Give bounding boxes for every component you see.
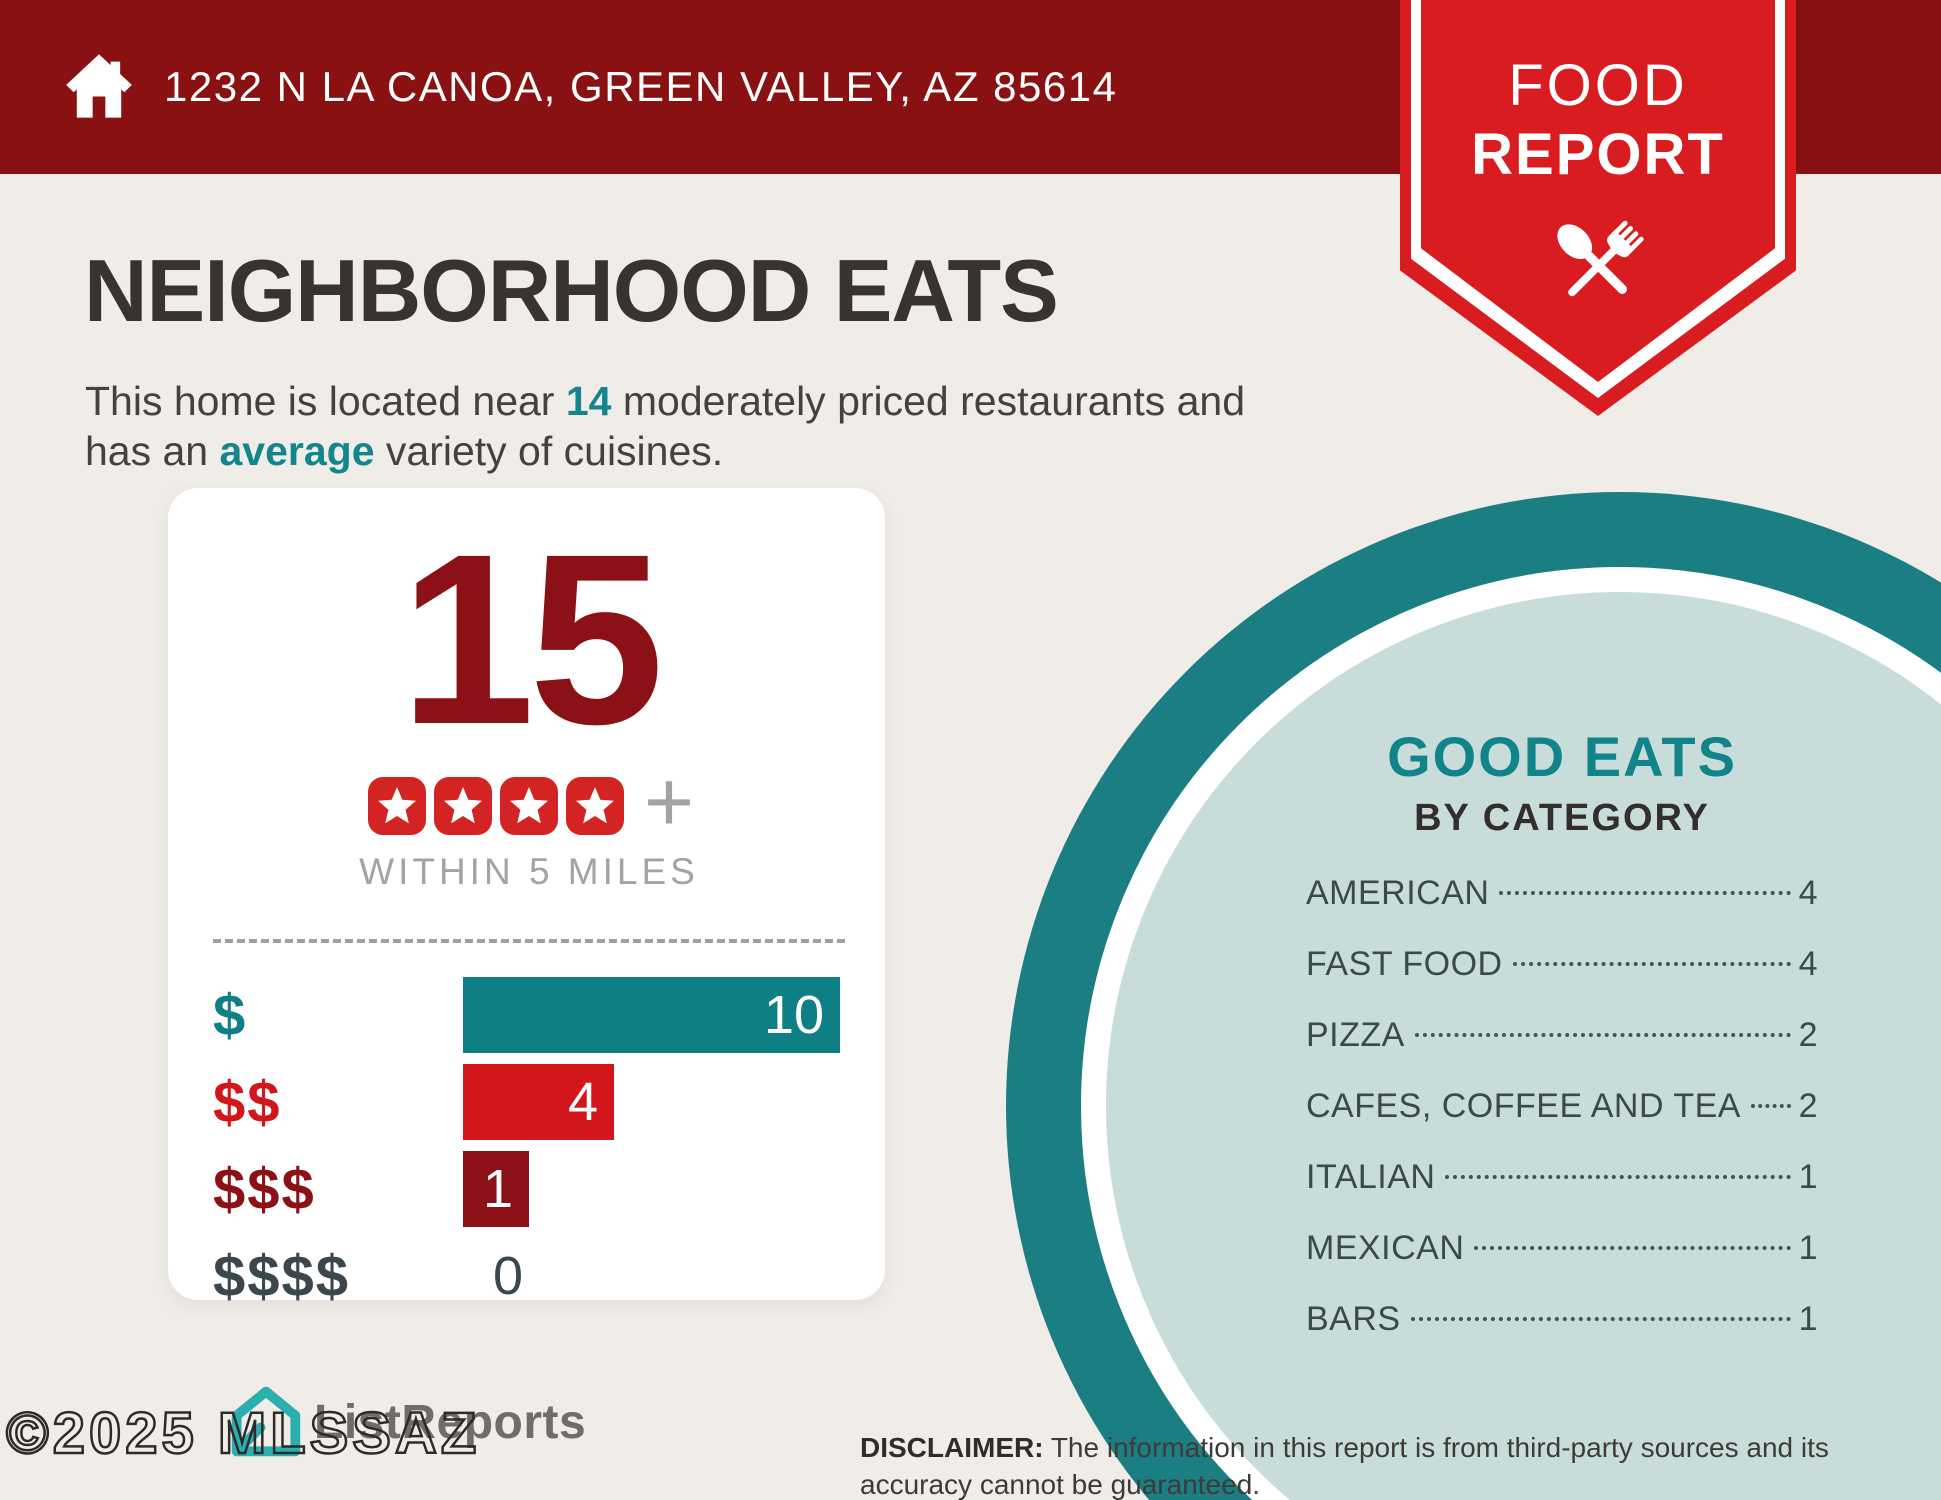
price-tier-bar: 4 [463, 1064, 614, 1140]
listreports-logo: ListReports [228, 1384, 586, 1460]
price-tier-bar: 1 [463, 1151, 529, 1227]
dotted-leader [1445, 1175, 1791, 1179]
price-tier-label: $$ [213, 1069, 282, 1135]
radius-caption: WITHIN 5 MILES [359, 851, 699, 892]
category-value: 1 [1798, 1229, 1818, 1267]
category-label: CAFES, COFFEE AND TEA [1306, 1087, 1741, 1125]
category-label: ITALIAN [1306, 1158, 1436, 1196]
category-row: FAST FOOD 4 [1306, 945, 1818, 1016]
dotted-leader [1474, 1246, 1791, 1250]
category-label: FAST FOOD [1306, 945, 1503, 983]
dotted-leader [1414, 1033, 1791, 1037]
dotted-leader [1750, 1104, 1791, 1108]
price-tier-row: $$$$ 0 [213, 1238, 845, 1314]
dotted-leader [1499, 891, 1791, 895]
category-label: MEXICAN [1306, 1229, 1465, 1267]
restaurant-count-highlight: 14 [565, 378, 612, 424]
category-label: AMERICAN [1306, 874, 1490, 912]
category-value: 1 [1798, 1300, 1818, 1338]
price-tier-row: $10 [213, 977, 845, 1053]
good-eats-title: GOOD EATS [1387, 725, 1737, 788]
star-icons [364, 776, 628, 836]
dotted-leader [1410, 1317, 1791, 1321]
page-title: NEIGHBORHOOD EATS [84, 241, 1059, 340]
price-tier-value: 0 [493, 1246, 524, 1306]
category-row: AMERICAN 4 [1306, 874, 1818, 945]
food-report-ribbon: FOOD REPORT [1400, 0, 1796, 416]
disclaimer-text: The information in this report is from t… [860, 1432, 1829, 1500]
home-icon [66, 54, 132, 118]
category-value: 1 [1798, 1158, 1818, 1196]
price-tier-row: $$ 4 [213, 1064, 845, 1140]
subtitle-text: moderately priced restaurants and [611, 378, 1246, 424]
category-value: 4 [1798, 945, 1818, 983]
ribbon-title-report: REPORT [1471, 122, 1725, 187]
star-icon [433, 777, 492, 835]
property-address: 1232 N LA CANOA, GREEN VALLEY, AZ 85614 [164, 63, 1118, 110]
price-tier-label: $$$$ [213, 1243, 351, 1309]
disclaimer-label: DISCLAIMER: [860, 1432, 1044, 1463]
star-icon [565, 777, 624, 835]
restaurant-summary-card: 15 + WITHIN 5 MILES $10 $$ 4 $$$ 1 $$$$ 0 [168, 488, 885, 1309]
price-tier-value: 1 [482, 1159, 513, 1219]
subtitle-text: variety of cuisines. [374, 428, 724, 475]
category-value: 4 [1798, 874, 1818, 912]
good-eats-circle: GOOD EATS BY CATEGORY AMERICAN 4 FAST FOOD… [1081, 567, 1941, 1500]
category-value: 2 [1798, 1087, 1818, 1125]
category-label: BARS [1306, 1300, 1401, 1338]
category-row: CAFES, COFFEE AND TEA 2 [1306, 1087, 1818, 1158]
mls-watermark: ©2025 MLSSAZ [5, 1400, 481, 1468]
price-tier-label: $ [213, 982, 248, 1048]
listreports-wordmark: ListReports [314, 1395, 587, 1449]
restaurant-count: 15 [399, 504, 664, 775]
star-icon [367, 777, 426, 835]
disclaimer: DISCLAIMER: The information in this repo… [860, 1430, 1870, 1500]
subtitle-text: This home is located near [85, 378, 566, 424]
dotted-leader [1512, 962, 1791, 966]
price-tier-row: $$$ 1 [213, 1151, 845, 1227]
price-tier-value: 10 [763, 985, 824, 1045]
listreports-house-icon [231, 1386, 301, 1457]
variety-highlight: average [219, 428, 375, 475]
page-subtitle: This home is located near 14 moderately … [85, 376, 1245, 477]
category-list: AMERICAN 4 FAST FOOD 4 PIZZA 2 CAFES, COFFEE A… [1306, 874, 1818, 1371]
price-tier-label: $$$ [213, 1156, 316, 1222]
dashed-divider [213, 939, 845, 943]
category-row: PIZZA 2 [1306, 1016, 1818, 1087]
ribbon-title-food: FOOD [1508, 53, 1688, 118]
good-eats-subtitle: BY CATEGORY [1414, 797, 1710, 839]
category-row: ITALIAN 1 [1306, 1158, 1818, 1229]
category-label: PIZZA [1306, 1016, 1405, 1054]
star-rating: + [213, 754, 845, 850]
star-icon [499, 777, 558, 835]
price-tier-bar-chart: $10 $$ 4 $$$ 1 $$$$ 0 [213, 977, 845, 1314]
subtitle-text: has an [85, 428, 220, 475]
category-value: 2 [1798, 1016, 1818, 1054]
spoon-fork-icon [1557, 220, 1644, 297]
plus-icon: + [643, 754, 695, 850]
category-row: MEXICAN 1 [1306, 1229, 1818, 1300]
price-tier-value: 4 [567, 1072, 598, 1132]
category-row: BARS 1 [1306, 1300, 1818, 1371]
price-tier-bar: 10 [463, 977, 840, 1053]
